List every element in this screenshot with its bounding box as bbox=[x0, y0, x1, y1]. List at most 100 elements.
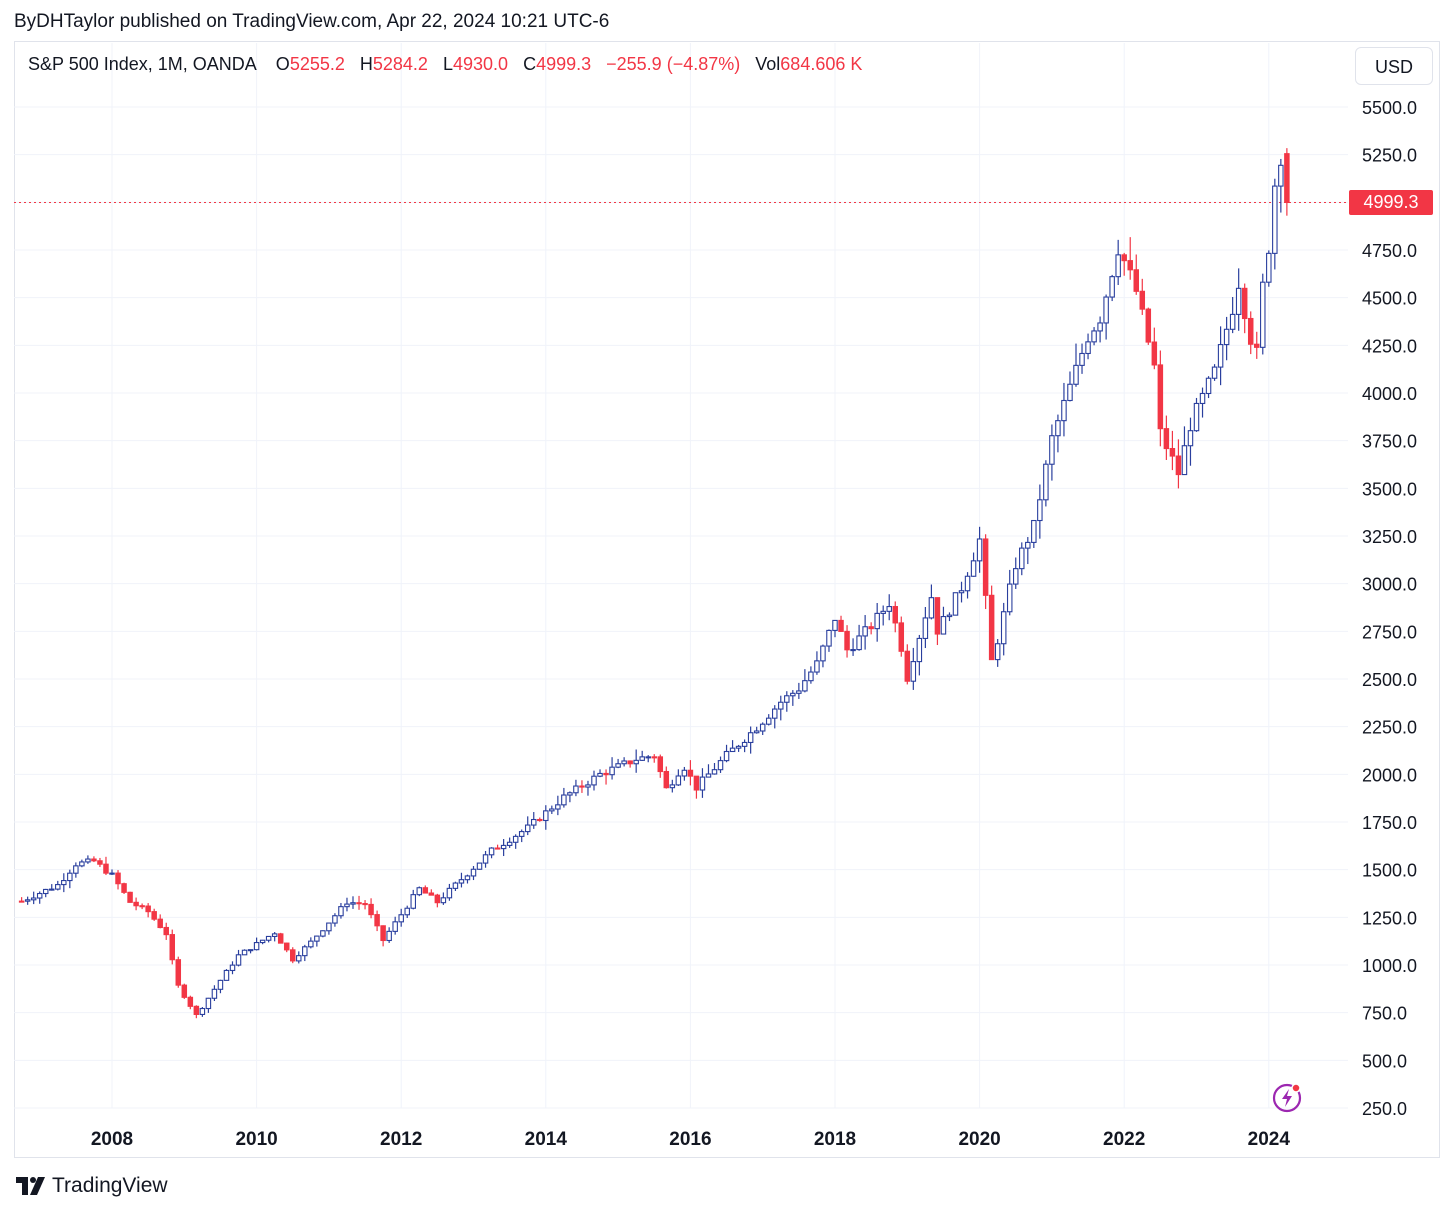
candle-body bbox=[988, 594, 995, 661]
candle-body bbox=[1019, 547, 1025, 570]
candle-body bbox=[1163, 428, 1170, 450]
candle-body bbox=[48, 888, 55, 891]
x-tick-label: 2010 bbox=[235, 1129, 277, 1150]
candle-body bbox=[1037, 499, 1043, 522]
candle-body bbox=[880, 610, 886, 614]
candle-down bbox=[1139, 278, 1146, 315]
candle-up bbox=[458, 872, 465, 888]
candle-body bbox=[488, 847, 495, 856]
candle-up bbox=[446, 883, 453, 901]
candle-body bbox=[898, 622, 905, 652]
candle-body bbox=[844, 630, 850, 651]
candle-up bbox=[1187, 417, 1194, 466]
candle-body bbox=[549, 808, 555, 812]
candle-body bbox=[1073, 364, 1079, 385]
candle-down bbox=[374, 910, 380, 932]
lightning-icon[interactable] bbox=[1271, 1081, 1303, 1113]
candle-up bbox=[320, 930, 326, 938]
candle-up bbox=[332, 913, 338, 927]
candle-up bbox=[886, 594, 892, 621]
candle-body bbox=[555, 804, 561, 810]
candle-body bbox=[175, 959, 182, 986]
candle-up bbox=[820, 644, 826, 668]
last-price-tag: 4999.3 bbox=[1349, 190, 1433, 215]
currency-button[interactable]: USD bbox=[1355, 47, 1433, 85]
candle-up bbox=[771, 705, 778, 729]
candle-body bbox=[705, 773, 712, 778]
candle-up bbox=[24, 896, 31, 905]
candle-body bbox=[796, 690, 802, 694]
candle-up bbox=[488, 847, 495, 859]
candle-body bbox=[374, 914, 380, 927]
grid-lines bbox=[14, 43, 1348, 1109]
candle-body bbox=[759, 723, 766, 732]
candle-body bbox=[735, 745, 742, 749]
candle-body bbox=[145, 905, 151, 913]
candle-down bbox=[988, 585, 995, 661]
y-axis: 5500.05250.05000.04750.04500.04250.04000… bbox=[1362, 98, 1417, 1119]
candle-down bbox=[934, 597, 941, 646]
candle-body bbox=[109, 872, 115, 875]
candle-body bbox=[217, 979, 224, 990]
tradingview-logo[interactable]: TradingView bbox=[16, 1173, 168, 1199]
volume-value: 684.606 K bbox=[780, 54, 863, 74]
candle-body bbox=[952, 592, 959, 616]
candle-up bbox=[1109, 274, 1115, 302]
candle-up bbox=[1019, 542, 1025, 576]
candle-down bbox=[657, 754, 664, 778]
symbol-name[interactable]: S&P 500 Index, 1M, OANDA bbox=[28, 54, 257, 74]
candle-body bbox=[892, 606, 898, 624]
candle-body bbox=[1247, 317, 1254, 345]
candle-up bbox=[338, 902, 344, 919]
candle-up bbox=[1266, 250, 1272, 287]
candle-body bbox=[151, 911, 157, 920]
candle-up bbox=[211, 985, 218, 1002]
candle-up bbox=[506, 837, 513, 848]
candle-up bbox=[302, 944, 308, 962]
x-tick-label: 2020 bbox=[958, 1129, 1000, 1150]
candle-body bbox=[1151, 341, 1158, 366]
candle-body bbox=[958, 590, 965, 594]
candle-down bbox=[693, 775, 700, 799]
candle-body bbox=[271, 933, 278, 938]
candle-up bbox=[48, 884, 55, 891]
candle-down bbox=[157, 914, 163, 929]
candle-up bbox=[530, 812, 537, 829]
candle-body bbox=[1055, 420, 1061, 437]
candle-down bbox=[982, 534, 989, 610]
y-tick-label: 750.0 bbox=[1362, 1004, 1407, 1024]
candle-down bbox=[428, 889, 435, 896]
candle-body bbox=[1211, 366, 1218, 379]
candle-body bbox=[747, 732, 754, 744]
candle-up bbox=[567, 791, 573, 803]
candle-down bbox=[356, 895, 362, 910]
candle-body bbox=[814, 660, 820, 673]
y-tick-label: 4000.0 bbox=[1362, 384, 1417, 404]
candle-up bbox=[765, 714, 772, 726]
candle-up bbox=[826, 629, 832, 652]
candle-body bbox=[314, 935, 320, 942]
candle-body bbox=[856, 635, 862, 651]
candle-body bbox=[976, 538, 983, 562]
candle-body bbox=[247, 949, 254, 952]
candle-body bbox=[1085, 341, 1091, 355]
candle-down bbox=[422, 885, 429, 894]
candle-down bbox=[277, 932, 284, 944]
high-value: 5284.2 bbox=[372, 54, 428, 74]
candle-body bbox=[717, 760, 724, 771]
candle-up bbox=[1067, 371, 1073, 402]
candle-up bbox=[241, 949, 248, 956]
candle-down bbox=[1284, 148, 1290, 216]
candle-body bbox=[603, 772, 609, 776]
candle-body bbox=[368, 903, 374, 916]
chart-frame bbox=[14, 41, 1440, 1158]
candle-up bbox=[916, 634, 923, 676]
candle-up bbox=[645, 755, 651, 763]
candle-body bbox=[1223, 328, 1230, 346]
candle-body bbox=[1133, 269, 1140, 292]
candle-body bbox=[350, 902, 356, 905]
candle-up bbox=[1079, 343, 1085, 374]
candle-body bbox=[862, 626, 868, 637]
y-tick-label: 500.0 bbox=[1362, 1051, 1407, 1071]
